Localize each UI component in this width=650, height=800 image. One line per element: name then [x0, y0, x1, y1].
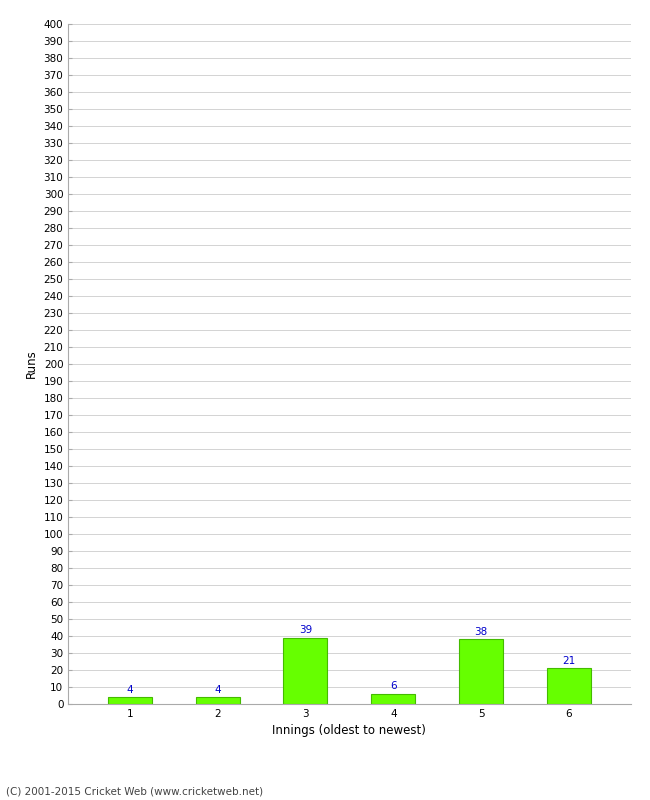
Text: 21: 21 — [562, 656, 576, 666]
Y-axis label: Runs: Runs — [25, 350, 38, 378]
Bar — [547, 668, 591, 704]
Bar — [459, 639, 503, 704]
Text: 38: 38 — [474, 627, 488, 637]
Bar — [283, 638, 328, 704]
Bar — [371, 694, 415, 704]
Text: 6: 6 — [390, 682, 396, 691]
Text: 4: 4 — [127, 685, 133, 694]
Bar — [108, 697, 151, 704]
Text: 39: 39 — [299, 625, 312, 635]
Text: 4: 4 — [214, 685, 221, 694]
Text: (C) 2001-2015 Cricket Web (www.cricketweb.net): (C) 2001-2015 Cricket Web (www.cricketwe… — [6, 786, 264, 796]
Bar — [196, 697, 240, 704]
X-axis label: Innings (oldest to newest): Innings (oldest to newest) — [272, 725, 426, 738]
